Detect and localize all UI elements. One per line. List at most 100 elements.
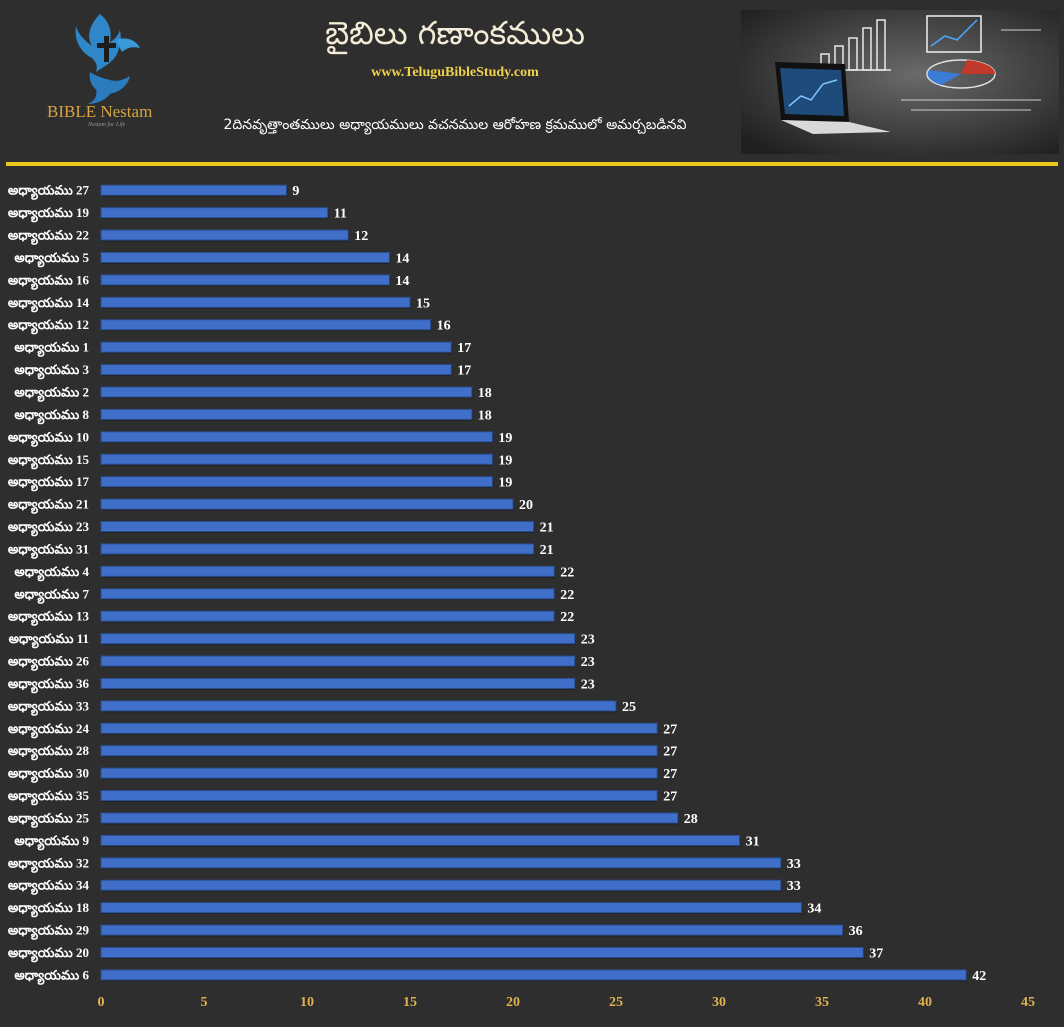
value-label: 22 <box>560 588 574 603</box>
value-label: 27 <box>663 745 677 760</box>
value-label: 22 <box>560 610 574 625</box>
category-label: అధ్యాయము 16 <box>8 272 90 290</box>
header-divider <box>6 162 1058 166</box>
category-label: అధ్యాయము 26 <box>8 654 90 672</box>
value-label: 17 <box>457 341 471 356</box>
bar <box>100 745 658 757</box>
category-label: అధ్యాయము 23 <box>8 519 90 537</box>
category-label: అధ్యాయము 35 <box>8 788 90 806</box>
bar <box>100 767 658 779</box>
bar <box>100 969 967 981</box>
x-tick-label: 10 <box>300 995 314 1010</box>
category-label: అధ్యాయము 14 <box>8 295 90 313</box>
value-label: 28 <box>684 812 698 827</box>
bar <box>100 857 782 869</box>
bar <box>100 677 576 689</box>
category-label: అధ్యాయము 1 <box>14 340 89 358</box>
bar <box>100 543 535 555</box>
value-label: 14 <box>395 274 409 289</box>
x-tick-label: 20 <box>506 995 520 1010</box>
category-label: అధ్యాయము 15 <box>8 452 90 470</box>
category-label: అధ్యాయము 36 <box>8 676 90 694</box>
value-label: 33 <box>787 879 801 894</box>
bar <box>100 946 864 958</box>
value-label: 21 <box>540 521 554 536</box>
x-tick-label: 35 <box>815 995 829 1010</box>
x-tick-label: 0 <box>98 995 105 1010</box>
logo-tagline: Nestam for Life <box>88 122 126 128</box>
bar <box>100 521 535 533</box>
bar <box>100 722 658 734</box>
value-label: 33 <box>787 857 801 872</box>
x-tick-label: 15 <box>403 995 417 1010</box>
value-label: 19 <box>498 476 512 491</box>
bar <box>100 184 287 196</box>
value-label: 12 <box>354 229 368 244</box>
bible-nestam-logo <box>75 14 140 104</box>
category-label: అధ్యాయము 34 <box>8 878 90 896</box>
x-tick-label: 30 <box>712 995 726 1010</box>
category-label: అధ్యాయము 22 <box>8 228 89 246</box>
value-label: 36 <box>849 924 863 939</box>
bar <box>100 207 329 219</box>
value-label: 31 <box>746 834 760 849</box>
bar <box>100 633 576 645</box>
x-tick-label: 5 <box>201 995 208 1010</box>
hands-icon <box>88 72 130 104</box>
value-label: 34 <box>807 902 821 917</box>
value-label: 19 <box>498 453 512 468</box>
category-label: అధ్యాయము 25 <box>8 810 90 828</box>
bar <box>100 408 473 420</box>
category-label: అధ్యాయము 17 <box>8 474 90 492</box>
value-label: 17 <box>457 364 471 379</box>
website-link[interactable]: www.TeluguBibleStudy.com <box>371 65 539 80</box>
category-label: అధ్యాయము 29 <box>8 923 90 941</box>
category-label: అధ్యాయము 11 <box>9 631 89 649</box>
value-label: 23 <box>581 633 595 648</box>
category-label: అధ్యాయము 13 <box>8 609 90 627</box>
value-label: 21 <box>540 543 554 558</box>
bar <box>100 453 493 465</box>
bar <box>100 812 679 824</box>
bar <box>100 902 802 914</box>
bar <box>100 319 432 331</box>
bar <box>100 588 555 600</box>
category-label: అధ్యాయము 32 <box>8 855 89 873</box>
category-label: అధ్యాయము 28 <box>8 743 90 761</box>
sketch-pie-chart-icon <box>926 59 996 89</box>
category-label: అధ్యాయము 4 <box>14 564 89 582</box>
logo-text: BIBLE Nestam <box>47 102 153 121</box>
value-label: 25 <box>622 700 636 715</box>
bar <box>100 341 452 353</box>
category-label: అధ్యాయము 8 <box>14 407 89 425</box>
x-tick-label: 25 <box>609 995 623 1010</box>
bar <box>100 251 390 263</box>
bar <box>100 655 576 667</box>
value-label: 14 <box>395 251 409 266</box>
value-label: 27 <box>663 767 677 782</box>
verse-count-bar-chart: అధ్యాయము 27 9 అధ్యాయము 19 11 అధ్యాయము 22 12 అధ… <box>8 183 1035 1010</box>
value-label: 18 <box>478 386 492 401</box>
bar <box>100 364 452 376</box>
category-label: అధ్యాయము 10 <box>8 429 89 447</box>
bar <box>100 565 555 577</box>
bar <box>100 274 390 286</box>
category-label: అధ్యాయము 33 <box>8 698 90 716</box>
category-label: అధ్యాయము 12 <box>8 317 89 335</box>
value-label: 42 <box>972 969 986 984</box>
page-title: బైబిలు గణాంకములు <box>325 14 585 52</box>
category-label: అధ్యాయము 27 <box>8 183 90 201</box>
value-label: 9 <box>292 184 299 199</box>
value-label: 23 <box>581 677 595 692</box>
category-label: అధ్యాయము 6 <box>14 967 89 985</box>
category-label: అధ్యాయము 19 <box>8 205 90 223</box>
value-label: 37 <box>869 946 883 961</box>
sketch-line-chart-icon <box>926 15 982 53</box>
category-label: అధ్యాయము 5 <box>14 250 89 268</box>
value-label: 22 <box>560 565 574 580</box>
value-label: 11 <box>334 207 347 222</box>
value-label: 18 <box>478 408 492 423</box>
category-label: అధ్యాయము 21 <box>8 497 89 515</box>
value-label: 27 <box>663 790 677 805</box>
bar <box>100 924 844 936</box>
